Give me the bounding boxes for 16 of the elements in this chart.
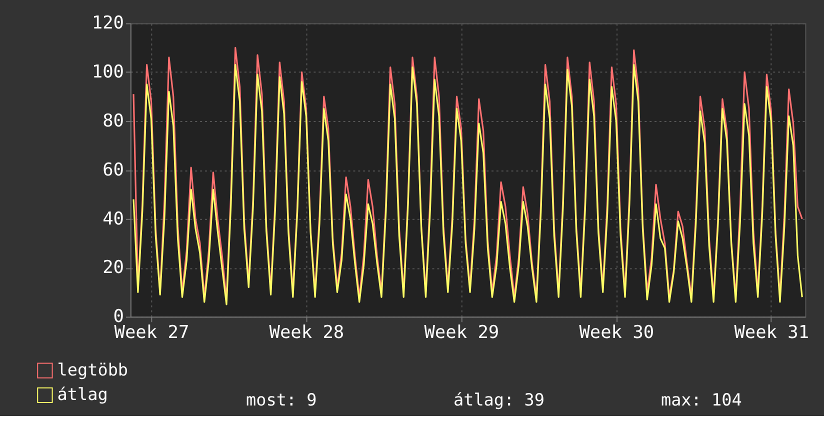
legend-label: legtöbb [57,359,128,380]
x-tick-label: Week 29 [424,322,500,343]
x-tick-label: Week 30 [579,322,654,343]
x-tick-label: Week 27 [114,322,190,343]
legend-label: átlag [57,384,108,404]
y-tick-label: 20 [102,257,124,278]
y-tick-label: 40 [102,208,124,230]
y-tick-label: 80 [102,110,124,132]
text: most: 9 [246,390,317,410]
text: átlag: 39 [453,390,544,410]
y-tick-label: 120 [92,12,124,34]
y-tick-label: 60 [102,159,124,180]
x-tick-label: Week 31 [734,322,810,343]
y-tick-label: 100 [92,62,124,83]
x-tick-label: Week 28 [269,322,344,343]
text: max: 104 [660,390,742,410]
